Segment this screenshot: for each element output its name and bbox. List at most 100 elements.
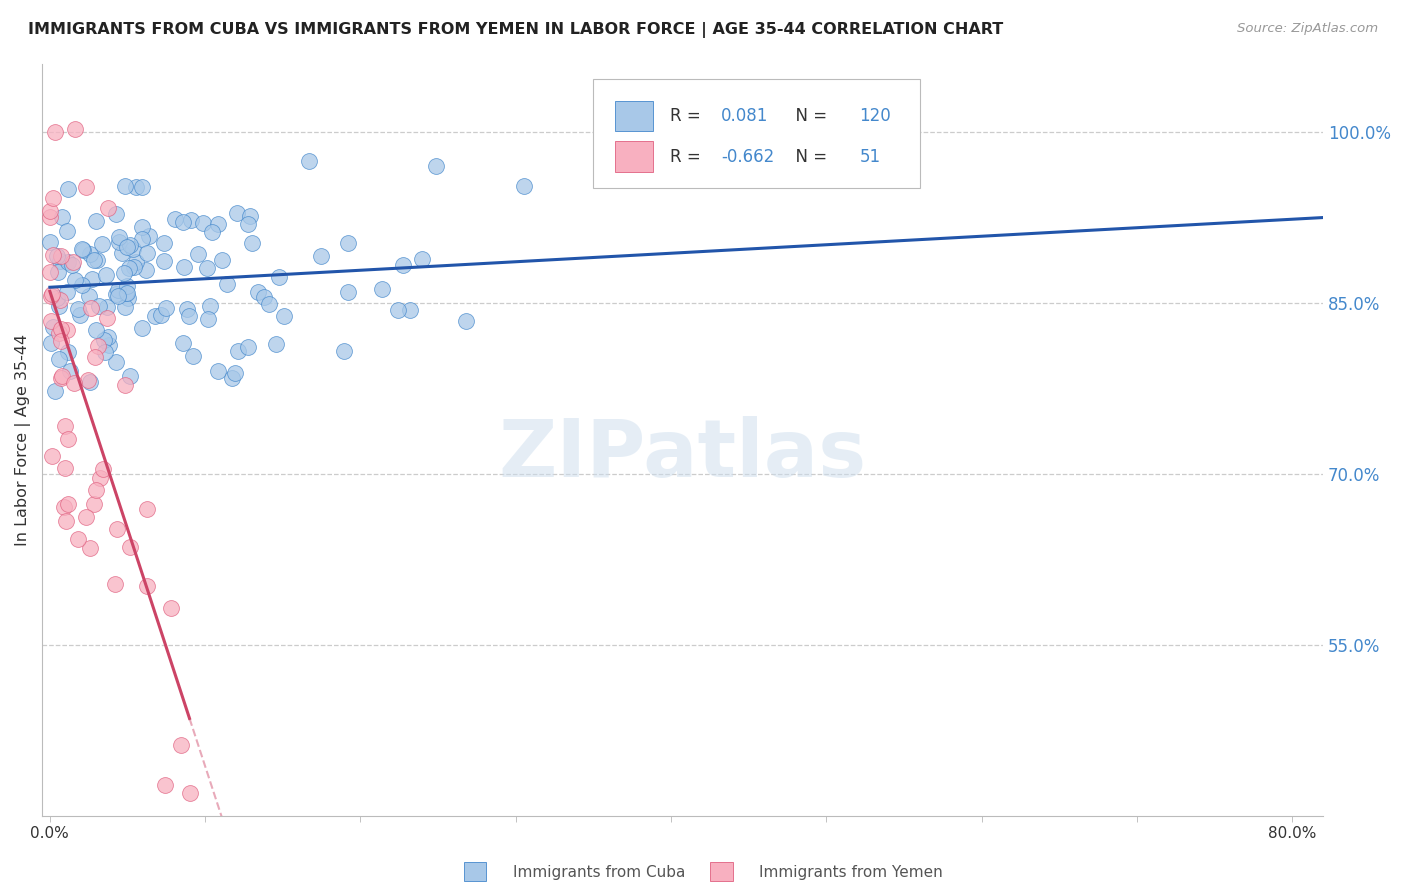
FancyBboxPatch shape (593, 79, 920, 188)
Point (72, 243, 94, 257)
Y-axis label: In Labor Force | Age 35-44: In Labor Force | Age 35-44 (15, 334, 31, 546)
Point (79, 541, 101, 556)
Point (82, 272, 104, 286)
Point (195, 260, 218, 275)
Point (42, 320, 65, 334)
Point (170, 738, 193, 752)
Point (138, 229, 160, 244)
Text: N =: N = (785, 147, 832, 166)
Point (41, 449, 63, 463)
Point (41, 191, 63, 205)
Point (114, 378, 136, 392)
Point (56, 345, 79, 359)
Point (96, 268, 118, 282)
Point (105, 287, 128, 301)
Point (257, 297, 280, 311)
Point (264, 336, 287, 351)
Point (86, 253, 108, 268)
Point (298, 153, 321, 168)
Point (155, 301, 177, 315)
Point (125, 255, 148, 269)
Point (226, 206, 249, 220)
Point (39, 335, 62, 350)
Text: 51: 51 (859, 147, 880, 166)
Point (239, 209, 262, 223)
Point (44, 125, 66, 139)
Point (56, 223, 79, 237)
Point (172, 215, 194, 229)
Point (273, 309, 295, 323)
Point (72, 242, 94, 256)
Point (75, 179, 97, 194)
Point (153, 236, 176, 251)
Point (179, 309, 201, 323)
Point (425, 159, 447, 173)
Point (131, 179, 153, 194)
Point (110, 246, 132, 260)
Point (107, 289, 129, 303)
Point (176, 302, 198, 317)
Point (56, 181, 79, 195)
Point (371, 282, 394, 296)
Point (84, 483, 107, 497)
Point (187, 247, 209, 261)
Point (173, 260, 195, 274)
Point (411, 252, 433, 267)
Point (105, 355, 128, 369)
Point (66, 532, 89, 546)
Text: IMMIGRANTS FROM CUBA VS IMMIGRANTS FROM YEMEN IN LABOR FORCE | AGE 35-44 CORRELA: IMMIGRANTS FROM CUBA VS IMMIGRANTS FROM … (28, 22, 1004, 38)
Point (236, 217, 259, 231)
Text: ZIPatlas: ZIPatlas (499, 416, 866, 494)
Point (136, 579, 159, 593)
Point (115, 240, 138, 254)
Point (42, 248, 65, 262)
Point (56, 497, 79, 511)
Point (98, 338, 121, 352)
Point (75, 510, 97, 524)
Point (135, 501, 157, 516)
Text: Immigrants from Cuba: Immigrants from Cuba (513, 865, 686, 880)
Point (108, 230, 131, 244)
Point (49, 322, 72, 336)
Text: 120: 120 (859, 107, 891, 125)
Point (179, 786, 201, 800)
Point (207, 217, 229, 231)
Point (207, 364, 229, 378)
Point (105, 207, 128, 221)
Point (67, 301, 90, 316)
Point (115, 285, 138, 300)
Bar (710, 862, 733, 881)
Point (39, 211, 62, 225)
Point (51, 334, 73, 348)
Text: 0.081: 0.081 (721, 107, 769, 125)
Point (80, 301, 103, 315)
Point (41, 286, 63, 301)
Point (45, 250, 67, 264)
Point (114, 178, 136, 193)
Point (120, 540, 142, 554)
Point (46, 265, 69, 279)
Point (39, 314, 62, 328)
Point (135, 262, 157, 277)
Point (513, 178, 536, 193)
FancyBboxPatch shape (614, 142, 654, 171)
Point (333, 344, 356, 359)
Point (51, 211, 73, 225)
Point (247, 285, 270, 300)
Point (105, 522, 128, 536)
Point (152, 254, 174, 268)
Point (39, 289, 62, 303)
Point (198, 299, 221, 313)
Point (120, 237, 142, 252)
Point (87, 339, 110, 353)
Point (392, 258, 415, 272)
Point (84, 214, 107, 228)
Point (115, 278, 138, 293)
Point (135, 245, 157, 260)
Point (112, 266, 135, 280)
Text: Immigrants from Yemen: Immigrants from Yemen (759, 865, 943, 880)
Point (117, 291, 139, 305)
Point (159, 601, 181, 615)
Point (120, 369, 142, 384)
Point (83, 252, 105, 267)
